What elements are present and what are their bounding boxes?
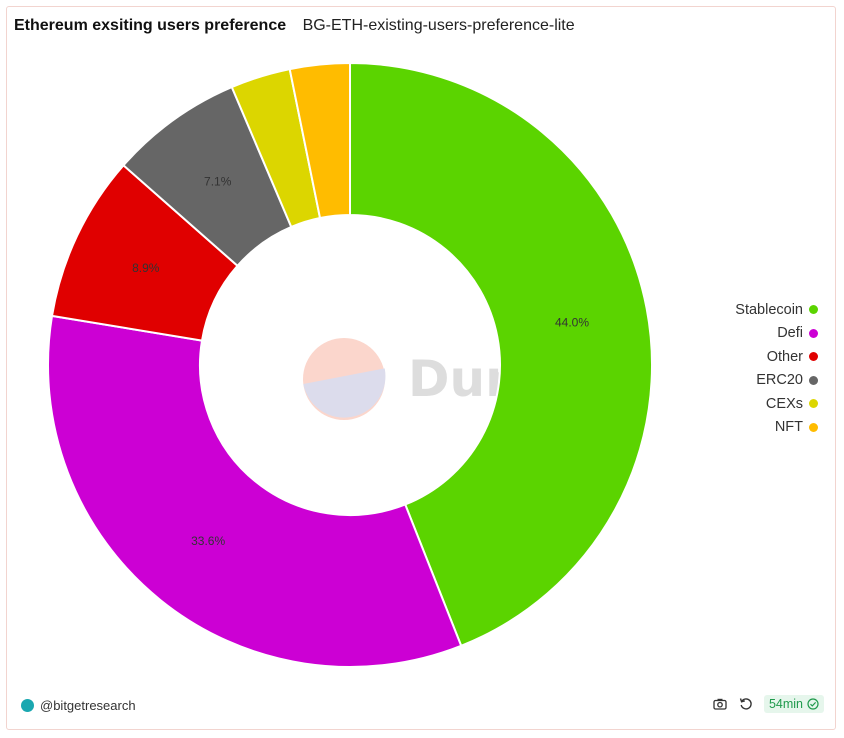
slice-defi[interactable]	[47, 314, 463, 668]
slices-group	[47, 61, 653, 668]
slice-label-defi: 33.6%	[191, 534, 225, 548]
legend-label: Defi	[777, 325, 803, 342]
legend-item-cexs[interactable]: CEXs	[735, 392, 818, 416]
slice-label-stablecoin: 44.0%	[555, 316, 589, 330]
chart-header: Ethereum exsiting users preference BG-ET…	[14, 17, 575, 35]
chart-title: Ethereum exsiting users preference	[14, 17, 287, 34]
slice-labels-group: 44.0% 33.6% 8.9% 7.1%	[132, 175, 589, 548]
legend-item-nft[interactable]: NFT	[735, 416, 818, 440]
slice-nft[interactable]	[288, 61, 351, 220]
camera-icon[interactable]	[712, 696, 728, 712]
footer-actions: 54min	[712, 695, 824, 713]
author-avatar	[21, 699, 34, 712]
dune-logo-shade	[303, 368, 386, 418]
legend-label: Stablecoin	[735, 301, 803, 318]
legend-label: NFT	[774, 419, 803, 436]
legend-item-stablecoin[interactable]: Stablecoin	[735, 298, 818, 322]
legend: Stablecoin Defi Other ERC20 CEXs NFT	[735, 298, 818, 439]
legend-swatch	[809, 352, 818, 362]
check-circle-icon	[807, 698, 819, 710]
author-badge[interactable]: @bitgetresearch	[21, 698, 136, 713]
refresh-status-badge[interactable]: 54min	[763, 695, 824, 713]
legend-swatch	[809, 422, 818, 432]
legend-label: ERC20	[756, 372, 803, 389]
legend-swatch	[809, 399, 818, 409]
legend-item-other[interactable]: Other	[735, 345, 818, 369]
legend-item-defi[interactable]: Defi	[735, 322, 818, 346]
slice-label-erc20: 7.1%	[204, 175, 232, 189]
refresh-age: 54min	[768, 697, 803, 711]
legend-label: Other	[766, 348, 803, 365]
legend-swatch	[809, 375, 818, 385]
legend-item-erc20[interactable]: ERC20	[735, 369, 818, 393]
author-name: @bitgetresearch	[40, 698, 136, 713]
refresh-icon[interactable]	[738, 696, 754, 712]
legend-label: CEXs	[765, 395, 803, 412]
legend-swatch	[809, 328, 818, 338]
slice-stablecoin[interactable]	[349, 61, 653, 648]
slice-label-other: 8.9%	[132, 261, 160, 275]
query-name[interactable]: BG-ETH-existing-users-preference-lite	[302, 17, 575, 34]
legend-swatch	[809, 305, 818, 315]
